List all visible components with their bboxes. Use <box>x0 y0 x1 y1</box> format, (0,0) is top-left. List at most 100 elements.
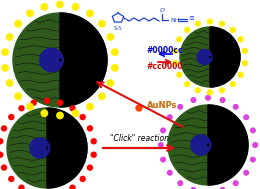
Wedge shape <box>60 13 107 107</box>
Circle shape <box>87 103 93 110</box>
Text: AuNPs: AuNPs <box>147 101 177 111</box>
Circle shape <box>185 27 190 32</box>
Circle shape <box>30 138 50 158</box>
Circle shape <box>230 82 235 87</box>
Circle shape <box>80 176 85 181</box>
Circle shape <box>6 34 13 40</box>
Circle shape <box>15 93 21 100</box>
Circle shape <box>159 143 163 147</box>
Circle shape <box>2 65 8 71</box>
Text: S-S: S-S <box>114 26 122 31</box>
Circle shape <box>99 20 105 27</box>
Circle shape <box>191 135 211 155</box>
Circle shape <box>220 98 225 102</box>
Wedge shape <box>210 56 211 58</box>
Text: NH: NH <box>170 18 179 22</box>
Circle shape <box>230 27 235 32</box>
Circle shape <box>233 105 238 109</box>
Circle shape <box>58 100 63 105</box>
Circle shape <box>196 88 200 93</box>
Circle shape <box>57 112 63 119</box>
Circle shape <box>2 126 6 131</box>
Circle shape <box>91 152 96 157</box>
Circle shape <box>238 37 243 42</box>
Circle shape <box>177 72 182 77</box>
Circle shape <box>2 165 6 170</box>
Circle shape <box>80 115 85 120</box>
Circle shape <box>2 49 8 55</box>
Circle shape <box>112 49 118 55</box>
Circle shape <box>196 21 200 26</box>
Circle shape <box>191 188 196 189</box>
Circle shape <box>207 90 212 95</box>
Circle shape <box>31 100 36 105</box>
Circle shape <box>220 188 225 189</box>
Circle shape <box>180 27 240 87</box>
Circle shape <box>41 4 48 10</box>
Circle shape <box>251 128 255 133</box>
Circle shape <box>206 95 210 100</box>
Circle shape <box>173 61 178 66</box>
Text: ≡: ≡ <box>188 15 194 21</box>
Circle shape <box>238 72 243 77</box>
Circle shape <box>167 170 172 175</box>
Circle shape <box>57 1 63 8</box>
Circle shape <box>41 110 48 116</box>
Circle shape <box>87 10 93 17</box>
Circle shape <box>15 20 21 27</box>
Circle shape <box>99 93 105 100</box>
Circle shape <box>244 170 249 175</box>
Circle shape <box>173 48 178 53</box>
Circle shape <box>136 105 142 111</box>
Circle shape <box>13 13 107 107</box>
Wedge shape <box>47 147 48 149</box>
Circle shape <box>0 152 3 157</box>
Circle shape <box>70 106 75 111</box>
Text: "Click" reaction: "Click" reaction <box>109 134 168 143</box>
Circle shape <box>243 48 247 53</box>
Circle shape <box>220 88 224 93</box>
Circle shape <box>177 37 182 42</box>
Circle shape <box>91 139 96 144</box>
Circle shape <box>107 80 114 86</box>
Circle shape <box>243 61 247 66</box>
Circle shape <box>197 50 212 64</box>
Circle shape <box>19 106 24 111</box>
Circle shape <box>207 19 212 24</box>
Circle shape <box>27 10 33 17</box>
Circle shape <box>191 98 196 102</box>
Wedge shape <box>208 144 209 146</box>
Wedge shape <box>47 108 87 188</box>
Circle shape <box>73 4 79 10</box>
Circle shape <box>70 185 75 189</box>
Circle shape <box>244 115 249 120</box>
Circle shape <box>253 143 257 147</box>
Circle shape <box>40 48 63 72</box>
Circle shape <box>233 181 238 185</box>
Circle shape <box>87 165 93 170</box>
Circle shape <box>161 128 165 133</box>
Text: O: O <box>160 8 164 13</box>
Wedge shape <box>208 105 248 185</box>
Wedge shape <box>210 27 240 87</box>
Circle shape <box>44 98 49 103</box>
Circle shape <box>178 105 183 109</box>
Circle shape <box>7 108 87 188</box>
Text: #0000cc: #0000cc <box>147 46 183 55</box>
Circle shape <box>0 139 3 144</box>
Circle shape <box>9 115 14 120</box>
Circle shape <box>19 185 24 189</box>
Circle shape <box>220 21 224 26</box>
Circle shape <box>107 34 114 40</box>
Text: #cc0000: #cc0000 <box>147 62 183 71</box>
Circle shape <box>6 80 13 86</box>
Circle shape <box>87 126 93 131</box>
Circle shape <box>112 65 118 71</box>
Circle shape <box>251 157 255 162</box>
Circle shape <box>167 115 172 120</box>
Circle shape <box>73 110 79 116</box>
Circle shape <box>9 176 14 181</box>
Wedge shape <box>60 59 61 61</box>
Circle shape <box>161 157 165 162</box>
Circle shape <box>27 103 33 110</box>
